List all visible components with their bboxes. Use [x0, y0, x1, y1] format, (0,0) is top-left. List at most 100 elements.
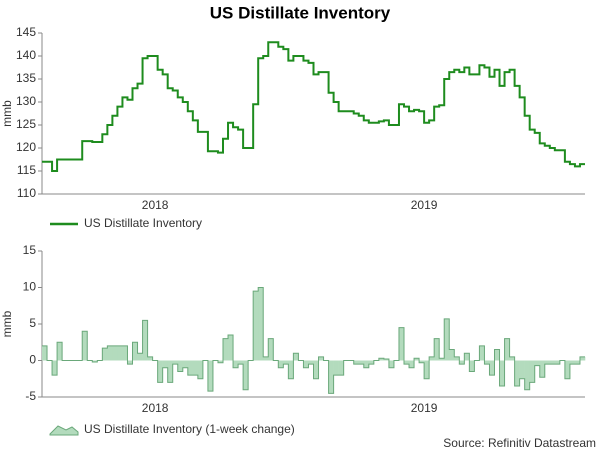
area-step: [92, 360, 98, 362]
y-tick-label: 135: [16, 71, 36, 85]
area-step: [383, 359, 390, 361]
y-tick-label: 10: [23, 280, 37, 294]
area-step: [353, 360, 360, 365]
area-step: [253, 291, 259, 361]
area-step: [388, 360, 395, 368]
area-step: [574, 360, 581, 365]
area-step: [258, 287, 264, 361]
x-tick-label: 2018: [142, 198, 169, 212]
data-line: [42, 41, 585, 172]
area-step: [484, 360, 490, 365]
area-step: [409, 360, 415, 368]
area-step: [554, 360, 561, 365]
area-outline: [42, 287, 585, 394]
y-tick-label: 110: [17, 186, 36, 200]
area-step: [363, 360, 370, 368]
area-step: [223, 338, 229, 361]
area-step: [182, 360, 189, 368]
area-step: [122, 345, 128, 361]
area-step: [112, 345, 118, 361]
area-step: [187, 360, 194, 376]
y-tick-label: 115: [17, 163, 36, 177]
area-step: [439, 358, 445, 361]
area-step: [539, 360, 546, 378]
area-step: [404, 360, 410, 365]
area-step: [398, 327, 405, 361]
area-step: [489, 360, 495, 376]
area-step: [243, 360, 249, 390]
legend-label: US Distillate Inventory: [84, 216, 202, 230]
area-step: [192, 360, 199, 376]
area-step: [127, 360, 133, 365]
area-step: [238, 360, 244, 365]
y-tick-label: 140: [16, 48, 36, 62]
x-tick-label: 2019: [411, 198, 438, 212]
x-tick-label: 2018: [142, 401, 169, 415]
area-step: [358, 360, 365, 365]
area-step: [459, 360, 465, 365]
area-step: [147, 356, 153, 361]
y-axis-label: mmb: [0, 310, 14, 337]
area-step: [449, 349, 455, 361]
area-step: [429, 356, 435, 361]
area-step: [132, 342, 138, 361]
area-step: [564, 360, 571, 379]
area-step: [318, 356, 324, 361]
legend-label: US Distillate Inventory (1-week change): [84, 422, 295, 436]
area-step: [177, 360, 184, 372]
area-step: [57, 342, 63, 361]
area-step: [162, 360, 168, 368]
y-tick-label: -5: [25, 389, 36, 403]
area-step: [499, 360, 505, 387]
source-note: Source: Refinitiv Datastream: [443, 436, 596, 450]
area-step: [82, 331, 88, 361]
area-step: [107, 345, 113, 361]
area-step: [167, 360, 174, 383]
area-step: [117, 345, 123, 361]
area-step: [157, 360, 163, 383]
area-step: [172, 360, 179, 365]
area-step: [263, 356, 269, 361]
y-tick-label: 130: [16, 94, 36, 108]
area-step: [308, 360, 314, 365]
area-step: [278, 360, 284, 368]
area-step: [142, 320, 148, 361]
area-step: [197, 360, 204, 379]
area-step: [469, 360, 475, 372]
area-step: [454, 356, 460, 361]
area-step: [228, 334, 234, 361]
x-tick-label: 2019: [411, 401, 438, 415]
area-step: [514, 360, 520, 387]
area-step: [419, 360, 425, 363]
area-step: [333, 360, 339, 376]
y-tick-label: 125: [16, 117, 36, 131]
area-step: [424, 360, 430, 379]
area-step: [509, 356, 515, 361]
y-tick-label: 15: [23, 243, 37, 257]
area-step: [328, 360, 334, 394]
area-step: [569, 360, 576, 365]
area-step: [288, 360, 294, 379]
area-step: [434, 338, 440, 361]
y-axis-label: mmb: [0, 100, 14, 127]
area-step: [479, 345, 485, 361]
area-step: [579, 356, 586, 361]
y-tick-label: 120: [16, 140, 36, 154]
area-step: [293, 353, 299, 361]
y-tick-label: 145: [16, 25, 36, 39]
chart-title: US Distillate Inventory: [210, 3, 391, 22]
area-step: [207, 360, 214, 392]
area-step: [303, 360, 309, 368]
y-tick-label: 5: [29, 316, 36, 330]
area-step: [529, 360, 536, 383]
area-step: [519, 360, 525, 379]
area-step: [217, 360, 224, 363]
area-step: [42, 345, 48, 361]
area-step: [233, 360, 239, 368]
legend-swatch: [49, 425, 79, 436]
area-step: [464, 353, 470, 361]
area-step: [268, 338, 274, 361]
area-step: [102, 348, 108, 361]
area-step: [378, 358, 385, 361]
